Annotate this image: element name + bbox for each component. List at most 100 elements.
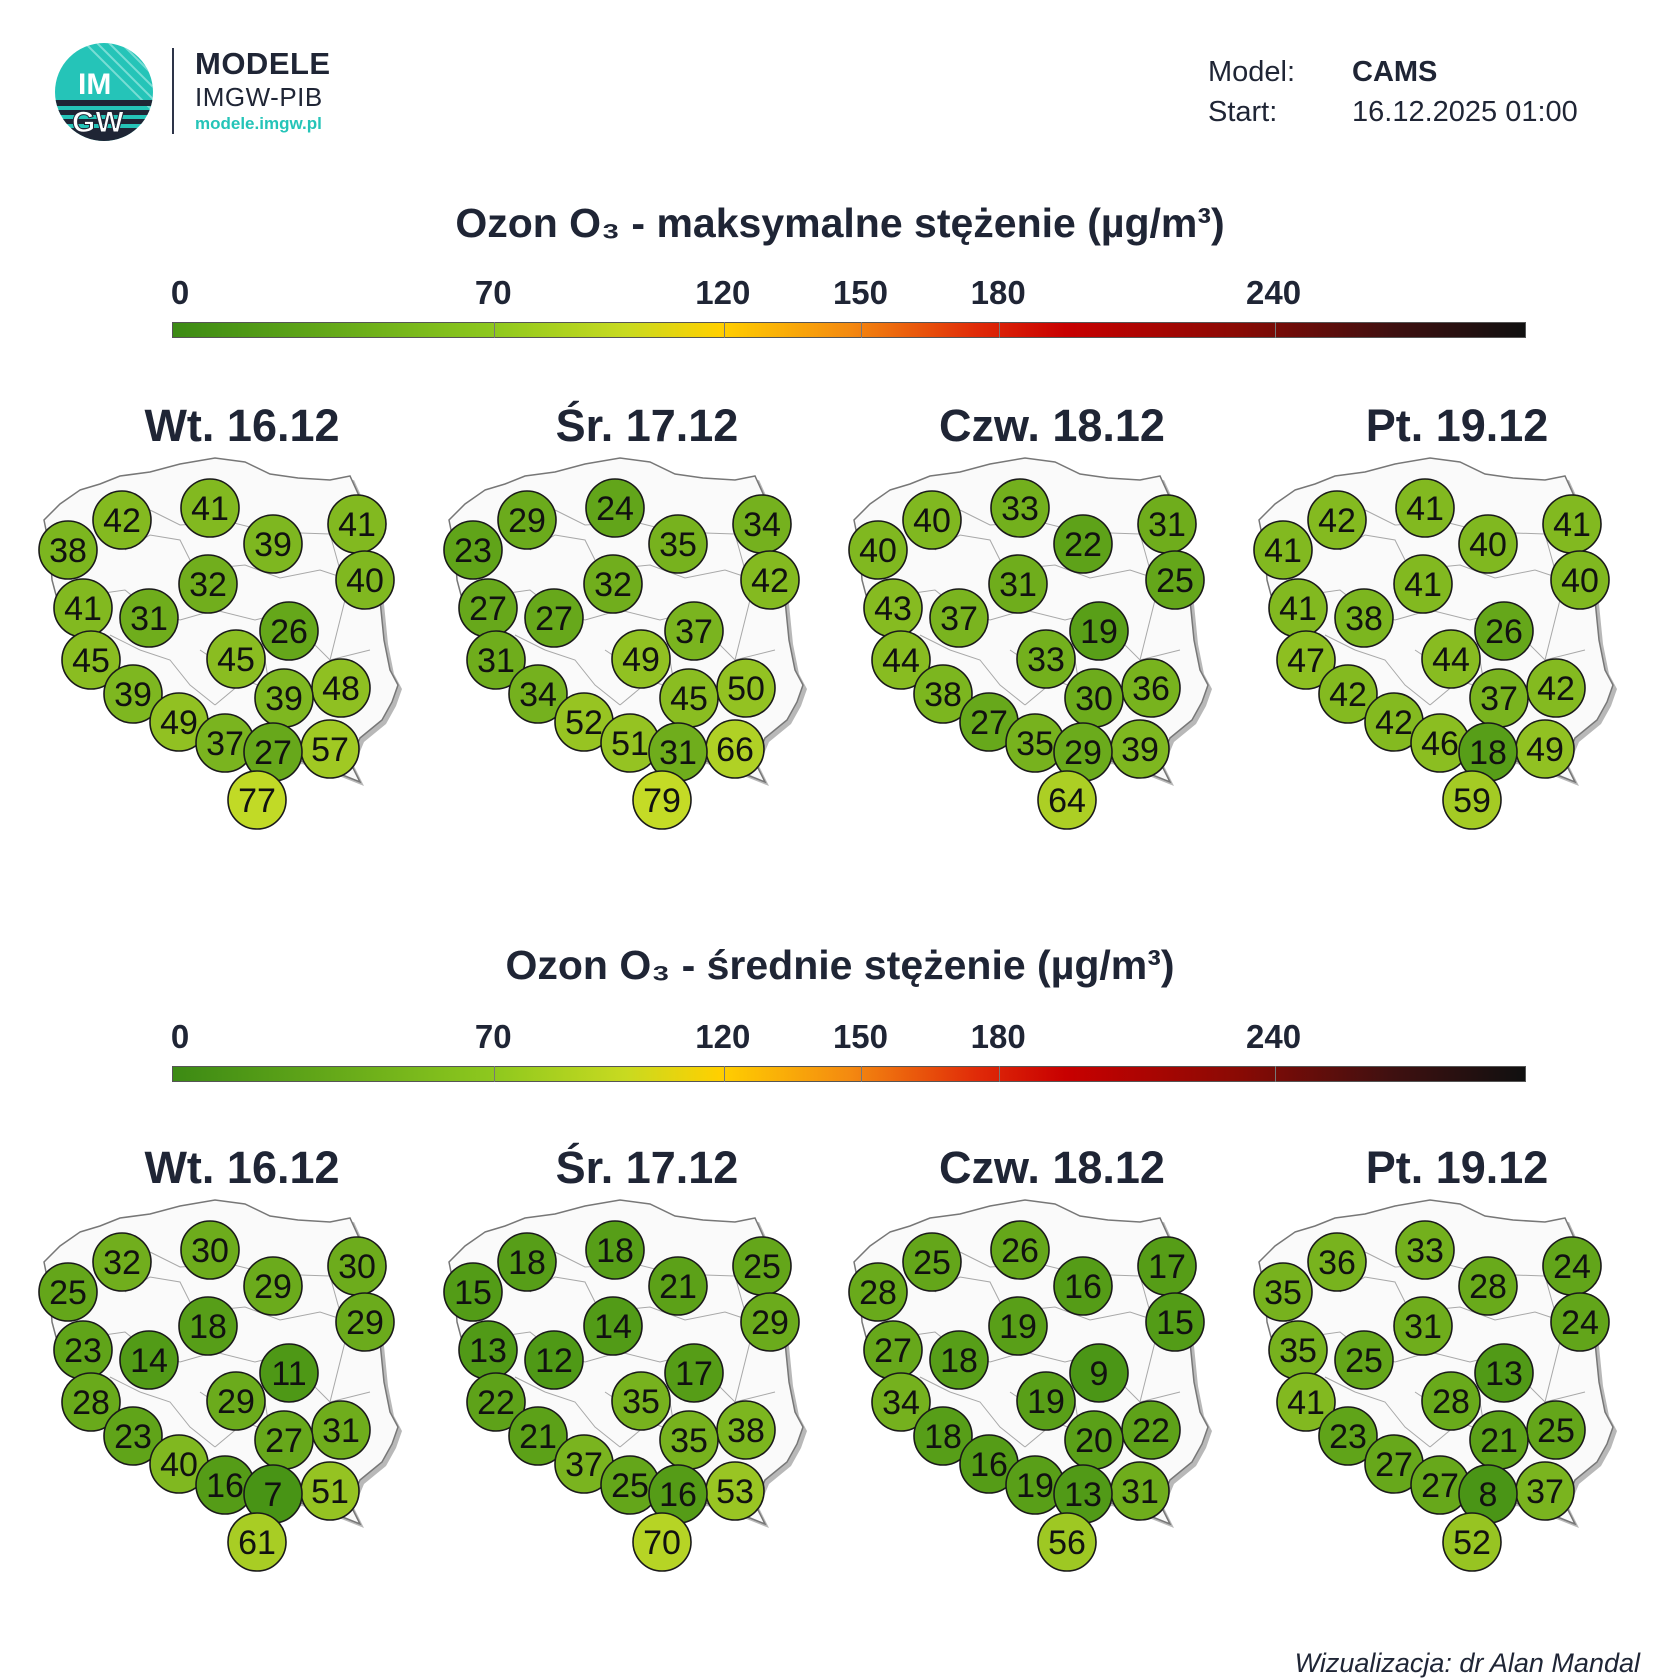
- station-marker[interactable]: [929, 588, 989, 648]
- station-marker[interactable]: [1069, 601, 1129, 661]
- station-marker[interactable]: [611, 1371, 671, 1431]
- station-marker[interactable]: [632, 1512, 692, 1572]
- station-marker[interactable]: [443, 520, 503, 580]
- station-marker[interactable]: [585, 1220, 645, 1280]
- station-marker[interactable]: [1458, 514, 1518, 574]
- station-marker[interactable]: [180, 1220, 240, 1280]
- station-marker[interactable]: [61, 630, 121, 690]
- station-marker[interactable]: [1053, 514, 1113, 574]
- station-marker[interactable]: [103, 664, 163, 724]
- station-marker[interactable]: [508, 1406, 568, 1466]
- station-marker[interactable]: [243, 514, 303, 574]
- station-marker[interactable]: [119, 1330, 179, 1390]
- station-marker[interactable]: [466, 1372, 526, 1432]
- station-marker[interactable]: [61, 1372, 121, 1432]
- station-marker[interactable]: [92, 1232, 152, 1292]
- station-marker[interactable]: [38, 520, 98, 580]
- station-marker[interactable]: [990, 1220, 1050, 1280]
- station-marker[interactable]: [990, 478, 1050, 538]
- station-marker[interactable]: [1276, 630, 1336, 690]
- station-marker[interactable]: [632, 770, 692, 830]
- station-marker[interactable]: [206, 629, 266, 689]
- imgw-logo[interactable]: IM GW MODELE IMGW-PIB modele.imgw.pl: [54, 42, 474, 142]
- station-marker[interactable]: [1474, 601, 1534, 661]
- station-marker[interactable]: [1016, 1371, 1076, 1431]
- station-marker[interactable]: [848, 1262, 908, 1322]
- station-marker[interactable]: [178, 1296, 238, 1356]
- station-marker[interactable]: [611, 629, 671, 689]
- station-marker[interactable]: [227, 770, 287, 830]
- station-marker[interactable]: [902, 1232, 962, 1292]
- station-marker[interactable]: [1145, 550, 1205, 610]
- station-marker[interactable]: [913, 664, 973, 724]
- station-marker[interactable]: [1016, 629, 1076, 689]
- station-marker[interactable]: [1442, 1512, 1502, 1572]
- station-marker[interactable]: [466, 630, 526, 690]
- station-marker[interactable]: [497, 1232, 557, 1292]
- station-marker[interactable]: [206, 1371, 266, 1431]
- station-marker[interactable]: [103, 1406, 163, 1466]
- station-marker[interactable]: [508, 664, 568, 724]
- station-marker[interactable]: [1393, 554, 1453, 614]
- station-marker[interactable]: [259, 1343, 319, 1403]
- station-marker[interactable]: [1550, 550, 1610, 610]
- station-marker[interactable]: [648, 514, 708, 574]
- station-marker[interactable]: [929, 1330, 989, 1390]
- station-marker[interactable]: [1442, 770, 1502, 830]
- station-marker[interactable]: [92, 490, 152, 550]
- station-marker[interactable]: [1307, 1232, 1367, 1292]
- station-marker[interactable]: [1458, 1256, 1518, 1316]
- station-marker[interactable]: [243, 1256, 303, 1316]
- station-marker[interactable]: [1550, 1292, 1610, 1352]
- station-marker[interactable]: [335, 1292, 395, 1352]
- station-marker[interactable]: [1395, 1220, 1455, 1280]
- station-marker[interactable]: [335, 550, 395, 610]
- station-marker[interactable]: [664, 601, 724, 661]
- station-marker[interactable]: [259, 601, 319, 661]
- station-marker[interactable]: [524, 588, 584, 648]
- station-marker[interactable]: [1421, 1371, 1481, 1431]
- station-marker[interactable]: [913, 1406, 973, 1466]
- station-marker[interactable]: [178, 554, 238, 614]
- station-marker[interactable]: [988, 1296, 1048, 1356]
- station-marker[interactable]: [1253, 1262, 1313, 1322]
- station-marker[interactable]: [180, 478, 240, 538]
- station-marker[interactable]: [1145, 1292, 1205, 1352]
- station-marker[interactable]: [664, 1343, 724, 1403]
- station-marker[interactable]: [524, 1330, 584, 1390]
- station-marker[interactable]: [1053, 1256, 1113, 1316]
- station-marker[interactable]: [1421, 629, 1481, 689]
- station-marker[interactable]: [497, 490, 557, 550]
- station-marker[interactable]: [740, 550, 800, 610]
- station-marker[interactable]: [740, 1292, 800, 1352]
- station-marker[interactable]: [443, 1262, 503, 1322]
- station-marker[interactable]: [1393, 1296, 1453, 1356]
- station-marker[interactable]: [1307, 490, 1367, 550]
- station-value: 32: [103, 1244, 141, 1282]
- station-marker[interactable]: [648, 1256, 708, 1316]
- station-marker[interactable]: [871, 1372, 931, 1432]
- station-marker[interactable]: [1253, 520, 1313, 580]
- station-marker[interactable]: [119, 588, 179, 648]
- station-marker[interactable]: [1474, 1343, 1534, 1403]
- station-marker[interactable]: [871, 630, 931, 690]
- station-marker[interactable]: [848, 520, 908, 580]
- station-marker[interactable]: [227, 1512, 287, 1572]
- station-marker[interactable]: [1318, 1406, 1378, 1466]
- station-marker[interactable]: [902, 490, 962, 550]
- station-value: 32: [594, 566, 632, 604]
- station-marker[interactable]: [1334, 588, 1394, 648]
- station-marker[interactable]: [583, 554, 643, 614]
- logo-url-link[interactable]: modele.imgw.pl: [195, 114, 322, 133]
- station-marker[interactable]: [585, 478, 645, 538]
- station-marker[interactable]: [1334, 1330, 1394, 1390]
- station-marker[interactable]: [1318, 664, 1378, 724]
- station-marker[interactable]: [1395, 478, 1455, 538]
- station-marker[interactable]: [1276, 1372, 1336, 1432]
- station-marker[interactable]: [38, 1262, 98, 1322]
- station-marker[interactable]: [1037, 770, 1097, 830]
- station-marker[interactable]: [1037, 1512, 1097, 1572]
- station-marker[interactable]: [1069, 1343, 1129, 1403]
- station-marker[interactable]: [583, 1296, 643, 1356]
- station-marker[interactable]: [988, 554, 1048, 614]
